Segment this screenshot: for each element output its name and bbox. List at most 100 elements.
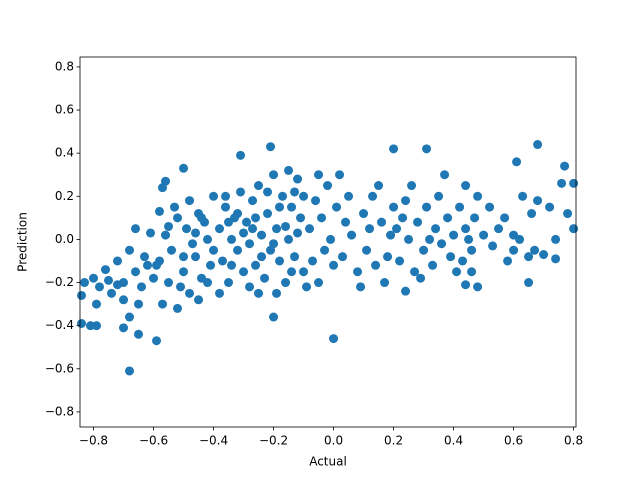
point [134, 329, 144, 339]
point [194, 295, 204, 305]
point [233, 209, 243, 219]
point [395, 256, 405, 266]
point [299, 267, 309, 277]
point [236, 150, 246, 160]
point [533, 140, 543, 150]
point [191, 252, 201, 262]
point [257, 252, 267, 262]
point [524, 278, 534, 288]
point [161, 230, 171, 240]
point [509, 245, 519, 255]
point [290, 252, 300, 262]
point [512, 157, 522, 167]
point [347, 230, 357, 240]
point [206, 260, 216, 270]
point [329, 334, 339, 344]
point [389, 144, 399, 154]
point [380, 278, 390, 288]
point [569, 178, 579, 188]
y-tick-label: 0.6 [55, 103, 74, 117]
point [176, 282, 186, 292]
point [461, 224, 471, 234]
point [422, 202, 432, 212]
point [146, 228, 156, 238]
point [359, 209, 369, 219]
point [215, 224, 225, 234]
x-axis-label: Actual [309, 455, 347, 469]
point [248, 196, 258, 206]
point [530, 245, 540, 255]
point [77, 319, 87, 329]
point [452, 267, 462, 277]
point [152, 336, 162, 346]
point [338, 252, 348, 262]
point [311, 196, 321, 206]
point [329, 260, 339, 270]
point [104, 275, 114, 285]
point [485, 202, 495, 212]
point [239, 267, 249, 277]
point [92, 299, 102, 309]
point [437, 239, 447, 249]
point [245, 282, 255, 292]
point [278, 191, 288, 201]
point [563, 209, 573, 219]
point [284, 165, 294, 175]
point [263, 209, 273, 219]
y-axis-label: Prediction [16, 212, 30, 272]
point [473, 282, 483, 292]
point [494, 224, 504, 234]
point [140, 252, 150, 262]
point [281, 278, 291, 288]
point [455, 202, 465, 212]
point [320, 245, 330, 255]
point [314, 278, 324, 288]
point [371, 260, 381, 270]
point [326, 234, 336, 244]
point [269, 312, 279, 322]
point [248, 224, 258, 234]
point [293, 228, 303, 238]
point [134, 299, 144, 309]
point [362, 245, 372, 255]
y-tick-label: −0.2 [45, 275, 74, 289]
point [308, 256, 318, 266]
point [440, 170, 450, 180]
point [143, 260, 153, 270]
y-tick-label: −0.6 [45, 361, 74, 375]
point [377, 217, 387, 227]
point [545, 202, 555, 212]
point [398, 213, 408, 223]
point [275, 256, 285, 266]
point [275, 202, 285, 212]
point [242, 217, 252, 227]
point [317, 213, 327, 223]
point [167, 245, 177, 255]
x-tick-label: −0.2 [259, 434, 288, 448]
point [266, 142, 276, 152]
point [344, 191, 354, 201]
point [425, 234, 435, 244]
y-tick-label: 0.2 [55, 189, 74, 203]
point [260, 273, 270, 283]
point [179, 163, 189, 173]
point [458, 256, 468, 266]
point [470, 213, 480, 223]
point [131, 267, 141, 277]
point [290, 187, 300, 197]
point [236, 187, 246, 197]
point [434, 191, 444, 201]
point [113, 256, 123, 266]
point [239, 228, 249, 238]
point [281, 221, 291, 231]
point [551, 234, 561, 244]
point [269, 170, 279, 180]
point [389, 202, 399, 212]
point [392, 224, 402, 234]
point [503, 256, 513, 266]
point [569, 224, 579, 234]
point [287, 267, 297, 277]
point [533, 196, 543, 206]
point [92, 321, 102, 331]
point [509, 230, 519, 240]
